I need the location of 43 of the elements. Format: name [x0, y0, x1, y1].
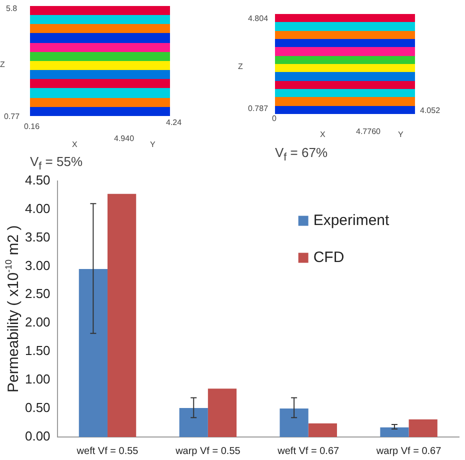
text: 4.052 [420, 106, 440, 115]
y-tick-label: 4.50 [24, 172, 50, 188]
y-tick-label: 3.50 [24, 229, 50, 244]
text: 0.787 [248, 104, 268, 113]
text: 5.8 [6, 4, 18, 13]
text: V$_{f}$ = 67% [275, 145, 328, 164]
y-tick-label: 3.00 [24, 258, 50, 273]
bar [408, 419, 438, 437]
text: 4.24 [166, 118, 182, 127]
y-tick-label: 2.50 [24, 286, 50, 302]
y-axis-title: Permeability ( x10-10 m2 ) [3, 225, 22, 393]
text: 0.16 [24, 122, 40, 131]
text: Y [398, 130, 404, 139]
y-tick-label: 2.00 [24, 314, 50, 330]
x-tick-label: weft Vf = 0.67 [276, 446, 340, 457]
x-tick-label: weft Vf = 0.55 [76, 446, 139, 457]
bar [179, 408, 208, 437]
x-tick-label: warp Vf = 0.55 [174, 446, 241, 457]
text: Z [0, 60, 5, 69]
y-tick-label: 1.00 [24, 372, 50, 387]
legend-label: Experiment [313, 212, 390, 229]
text: 4.804 [248, 14, 268, 23]
bar [308, 423, 337, 437]
bar [108, 194, 136, 437]
text: V$_{f}$ = 55% [30, 154, 83, 173]
text: Z [238, 62, 243, 71]
text: 4.7760 [356, 127, 380, 136]
x-tick-label: warp Vf = 0.67 [375, 446, 442, 457]
text: Y [150, 140, 156, 149]
bar [78, 269, 108, 437]
y-tick-label: 4.00 [24, 200, 50, 216]
text: 0.77 [4, 112, 20, 121]
bar [280, 408, 308, 437]
y-tick-label: 1.50 [24, 343, 50, 358]
text: 4.940 [114, 134, 134, 143]
text: X [72, 140, 78, 149]
bar [208, 388, 237, 437]
text: X [320, 130, 326, 139]
bar [380, 427, 409, 437]
y-tick-label: 0.50 [24, 400, 50, 416]
y-tick-label: 0.00 [24, 428, 50, 444]
legend-label: CFD [313, 248, 344, 266]
text: 0 [272, 114, 276, 123]
